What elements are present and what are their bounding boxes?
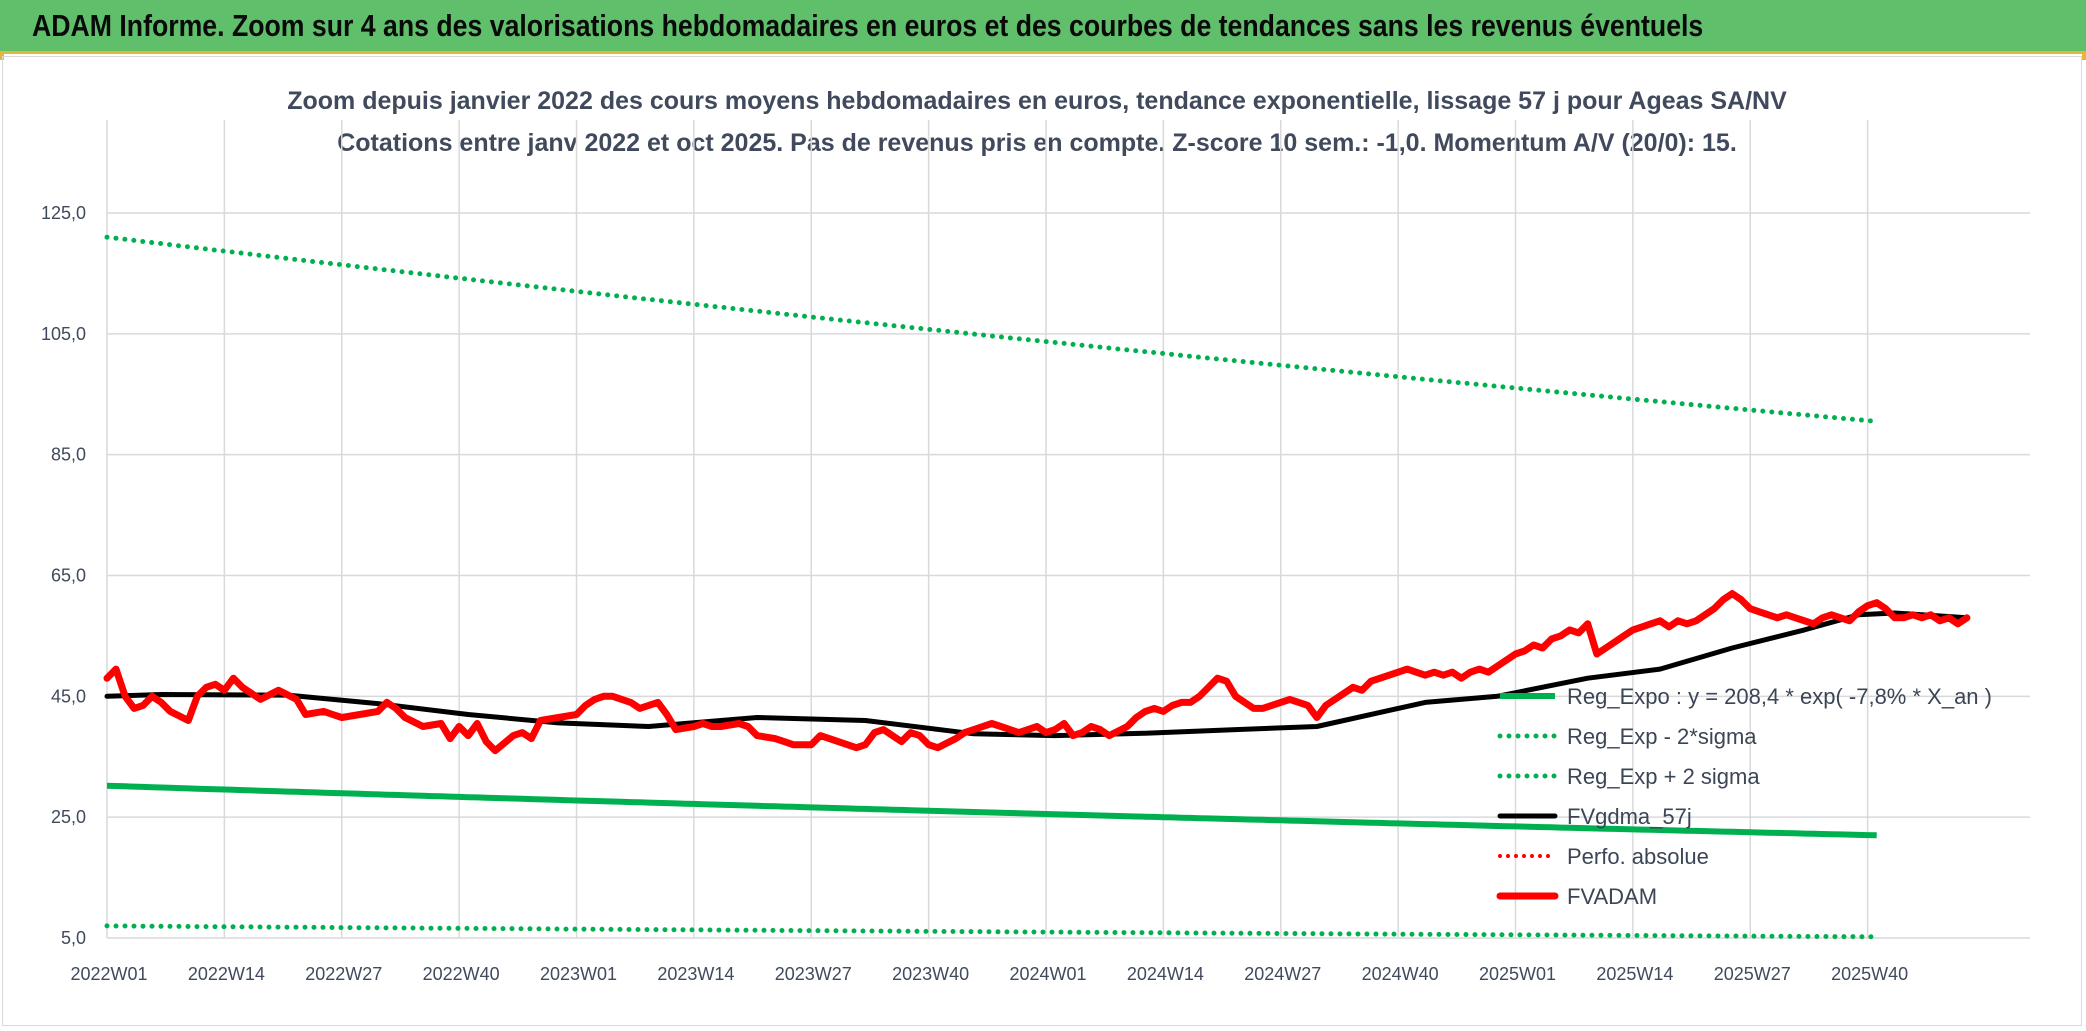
x-tick-label: 2025W01 xyxy=(1479,964,1556,984)
series-layer xyxy=(103,234,1971,940)
legend-label: Reg_Exp + 2 sigma xyxy=(1567,764,1760,789)
y-tick-label: 65,0 xyxy=(51,566,86,586)
series-line-dotted-green xyxy=(104,234,1880,424)
x-tick-label: 2024W27 xyxy=(1244,964,1321,984)
x-tick-labels: 2022W01 2022W14 2022W27 2022W40 2023W01 2023W… xyxy=(70,964,1908,984)
x-tick-label: 2022W27 xyxy=(305,964,382,984)
chart-frame xyxy=(2,56,2082,1026)
series-line-solid-red-thick xyxy=(103,590,1971,755)
banner-corner-right xyxy=(2082,54,2086,60)
x-tick-label: 2023W27 xyxy=(775,964,852,984)
header-banner: ADAM Informe. Zoom sur 4 ans des valoris… xyxy=(0,0,2086,54)
x-tick-label: 2022W40 xyxy=(423,964,500,984)
vertical-gridlines xyxy=(106,120,1869,938)
chart-title-line-1: Zoom depuis janvier 2022 des cours moyen… xyxy=(287,87,1787,115)
y-tick-label: 25,0 xyxy=(51,807,86,827)
legend-label: FVgdma_57j xyxy=(1567,804,1692,829)
y-tick-label: 105,0 xyxy=(41,324,86,344)
legend-label: Perfo. absolue xyxy=(1567,844,1709,869)
legend-label: Reg_Exp - 2*sigma xyxy=(1567,724,1757,749)
y-tick-label: 45,0 xyxy=(51,686,86,706)
x-tick-label: 2023W14 xyxy=(657,964,734,984)
legend-label: FVADAM xyxy=(1567,884,1657,909)
y-tick-label: 125,0 xyxy=(41,203,86,223)
chart-title-line-2: Cotations entre janv 2022 et oct 2025. P… xyxy=(337,129,1737,157)
x-tick-label: 2024W14 xyxy=(1127,964,1204,984)
legend-label: Reg_Expo : y = 208,4 * exp( -7,8% * X_an… xyxy=(1567,684,1992,709)
legend: Reg_Expo : y = 208,4 * exp( -7,8% * X_an… xyxy=(1496,684,1992,909)
x-tick-label: 2025W27 xyxy=(1714,964,1791,984)
x-tick-label: 2022W01 xyxy=(70,964,147,984)
series-line-solid-black xyxy=(104,610,1970,739)
y-tick-labels: 125,0 105,0 85,0 65,0 45,0 25,0 5,0 xyxy=(41,203,86,948)
x-tick-label: 2024W01 xyxy=(1009,964,1086,984)
x-tick-label: 2023W01 xyxy=(540,964,617,984)
x-tick-label: 2023W40 xyxy=(892,964,969,984)
banner-title: ADAM Informe. Zoom sur 4 ans des valoris… xyxy=(32,8,1704,43)
x-tick-label: 2025W40 xyxy=(1831,964,1908,984)
series-line-solid-green xyxy=(106,782,1877,839)
series-line-dotted-green xyxy=(104,923,1880,940)
x-tick-label: 2025W14 xyxy=(1596,964,1673,984)
x-tick-label: 2024W40 xyxy=(1362,964,1439,984)
y-tick-label: 85,0 xyxy=(51,445,86,465)
x-tick-label: 2022W14 xyxy=(188,964,265,984)
y-tick-label: 5,0 xyxy=(61,928,86,948)
